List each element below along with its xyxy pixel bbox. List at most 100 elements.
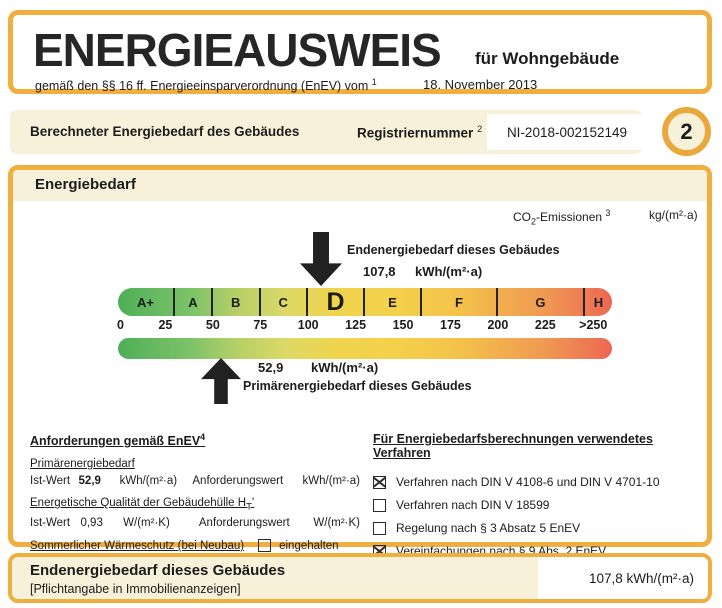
class-letter: C	[278, 294, 288, 310]
primary-energy-unit: kWh/(m²·a)	[311, 360, 379, 375]
class-letter: A+	[137, 294, 154, 310]
footer-subtitle: [Pflichtangabe in Immobilienanzeigen]	[30, 582, 241, 596]
section-title: Energiebedarf	[35, 176, 136, 193]
law-reference: gemäß den §§ 16 ff. Energieeinsparverord…	[35, 77, 377, 93]
primary-energy-label: Primärenergiebedarf dieses Gebäudes	[243, 379, 472, 393]
scale-segment-b: B	[213, 288, 261, 316]
method-label: Regelung nach § 3 Absatz 5 EnEV	[396, 521, 581, 535]
anforderungswert-label: Anforderungswert	[192, 475, 284, 488]
scale-segment-h: H	[585, 288, 612, 316]
anforderungswert-unit: kWh/(m²·a)	[302, 475, 361, 488]
eingehalten-label: eingehalten	[279, 539, 339, 552]
page-title: ENERGIEAUSWEIS	[33, 24, 442, 76]
energy-demand-box: Energiebedarf CO2-Emissionen 3 kg/(m²·a)…	[8, 165, 712, 558]
co2-emissions-label: CO2-Emissionen 3	[513, 208, 610, 226]
building-type-label: für Wohngebäude	[475, 49, 620, 68]
primary-energy-arrow-up-icon	[201, 358, 241, 404]
ist-wert-unit: kWh/(m²·a)	[119, 475, 178, 488]
primary-demand-subheading: Primärenergiebedarf	[30, 458, 135, 471]
method-checkbox-regelung-p3	[373, 521, 386, 535]
ist-wert-value: 0,93	[80, 517, 103, 530]
section-header-strip: Energiebedarf	[13, 170, 707, 201]
envelope-quality-text: Energetische Qualität der Gebäudehülle H	[30, 497, 247, 510]
registry-footnote-marker: 2	[477, 124, 483, 134]
scale-tick: 200	[487, 318, 509, 332]
class-letter: B	[231, 294, 241, 310]
requirements-footnote-marker: 4	[200, 432, 206, 442]
scale-segment-e: E	[365, 288, 422, 316]
end-energy-unit: kWh/(m²·a)	[415, 264, 483, 279]
scale-tick-labels: 0 25 50 75 100 125 150 175 200 225 >250	[116, 318, 612, 336]
anforderungswert-label: Anforderungswert	[198, 517, 290, 530]
method-checkbox-din-4108	[373, 475, 386, 489]
method-label: Verfahren nach DIN V 18599	[396, 498, 550, 512]
scale-tick: 125	[345, 318, 367, 332]
class-letter: G	[535, 294, 546, 310]
primary-energy-value: 52,9	[258, 360, 284, 375]
method-label: Verfahren nach DIN V 4108-6 und DIN V 47…	[396, 475, 660, 489]
scale-tick: 75	[253, 318, 268, 332]
ist-wert-label: Ist-Wert	[30, 517, 71, 530]
scale-tick: 100	[297, 318, 319, 332]
energy-class-band: A+ A B C D E F G H	[118, 288, 612, 316]
eingehalten-checkbox	[258, 539, 272, 553]
scale-tick: 0	[116, 318, 124, 332]
scale-segment-d-current: D	[308, 288, 365, 316]
class-letter: H	[593, 294, 604, 310]
footer-title: Endenergiebedarf dieses Gebäudes	[30, 562, 286, 579]
law-footnote-marker: 1	[371, 77, 377, 87]
requirements-heading: Anforderungen gemäß EnEV4	[30, 432, 206, 449]
ist-wert-value: 52,9	[78, 475, 101, 488]
co2-footnote-marker: 3	[605, 208, 611, 218]
end-energy-value: 107,8	[363, 264, 396, 279]
methods-column: Für Energiebedarfsberechnungen verwendet…	[373, 432, 703, 558]
end-energy-arrow-down-icon	[300, 232, 342, 286]
registry-number-label: Registriernummer 2	[357, 124, 482, 141]
scale-tick: >250	[579, 318, 608, 332]
co2-prefix: CO	[513, 210, 531, 224]
registry-number-value: NI-2018-002152149	[487, 114, 647, 150]
scale-tick: 50	[205, 318, 220, 332]
envelope-quality-suffix: '	[251, 497, 255, 510]
co2-suffix: -Emissionen	[536, 210, 603, 224]
scale-tick: 25	[158, 318, 173, 332]
summer-protection-row: Sommerlicher Wärmeschutz (bei Neubau) ei…	[30, 539, 360, 553]
anforderungswert-unit: W/(m²·K)	[313, 517, 361, 530]
method-row: Verfahren nach DIN V 4108-6 und DIN V 47…	[373, 475, 703, 489]
scale-tick: 225	[534, 318, 556, 332]
law-reference-text: gemäß den §§ 16 ff. Energieeinsparverord…	[35, 79, 369, 94]
footer-end-energy-value: 107,8 kWh/(m²·a)	[538, 557, 708, 599]
co2-subscript: 2	[531, 216, 537, 227]
method-row: Verfahren nach DIN V 18599	[373, 498, 703, 512]
registry-strip: Berechneter Energiebedarf des Gebäudes R…	[10, 110, 647, 154]
scale-tick: 150	[392, 318, 414, 332]
envelope-quality-values-row: Ist-Wert 0,93 W/(m²·K) Anforderungswert …	[30, 517, 360, 529]
issue-date: 18. November 2013	[423, 77, 538, 92]
footer-box: Endenergiebedarf dieses Gebäudes [Pflich…	[8, 553, 712, 603]
requirements-heading-text: Anforderungen gemäß EnEV	[30, 434, 201, 449]
methods-heading: Für Energiebedarfsberechnungen verwendet…	[373, 432, 653, 460]
method-checkbox-din-18599	[373, 498, 386, 512]
class-letter: D	[326, 287, 345, 316]
scale-segment-c: C	[261, 288, 308, 316]
envelope-quality-subheading: Energetische Qualität der Gebäudehülle H…	[30, 497, 255, 513]
header-box: ENERGIEAUSWEIS für Wohngebäude gemäß den…	[8, 10, 712, 94]
ist-wert-unit: W/(m²·K)	[123, 517, 170, 530]
calculated-demand-label: Berechneter Energiebedarf des Gebäudes	[30, 124, 300, 139]
primary-energy-band	[118, 338, 612, 359]
scale-segment-g: G	[498, 288, 585, 316]
requirements-column: Anforderungen gemäß EnEV4 Primärenergieb…	[30, 432, 360, 553]
summer-protection-label: Sommerlicher Wärmeschutz (bei Neubau)	[30, 539, 245, 552]
primary-demand-values-row: Ist-Wert 52,9 kWh/(m²·a) Anforderungswer…	[30, 475, 360, 487]
scale-segment-f: F	[422, 288, 498, 316]
scale-tick: 175	[440, 318, 461, 332]
scale-segment-a: A	[175, 288, 213, 316]
scale-segment-a-plus: A+	[118, 288, 175, 316]
page-number-badge: 2	[662, 107, 711, 156]
co2-unit-label: kg/(m²·a)	[649, 208, 698, 222]
envelope-quality-subscript: T	[246, 501, 252, 513]
registry-number-label-text: Registriernummer	[357, 125, 474, 141]
end-energy-label: Endenergiebedarf dieses Gebäudes	[347, 243, 560, 257]
class-letter: F	[455, 294, 463, 310]
